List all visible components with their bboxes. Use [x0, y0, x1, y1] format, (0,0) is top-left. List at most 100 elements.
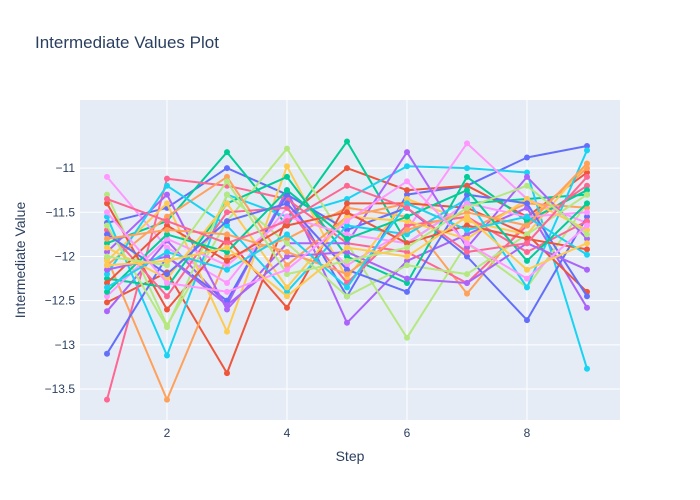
- data-point: [284, 271, 290, 278]
- x-tick-label: 6: [404, 426, 411, 440]
- data-point: [224, 209, 230, 216]
- data-point: [524, 222, 530, 229]
- data-point: [284, 266, 290, 273]
- data-point: [104, 231, 110, 238]
- data-point: [464, 204, 470, 211]
- data-point: [464, 187, 470, 194]
- data-point: [464, 209, 470, 216]
- data-point: [164, 279, 170, 286]
- data-point: [224, 231, 230, 238]
- data-point: [164, 244, 170, 251]
- data-point: [224, 266, 230, 273]
- data-point: [344, 244, 350, 251]
- data-point: [404, 240, 410, 247]
- data-point: [164, 396, 170, 403]
- data-point: [584, 142, 590, 149]
- data-point: [464, 173, 470, 180]
- data-point: [224, 288, 230, 295]
- series-27: [104, 178, 590, 278]
- data-point: [404, 149, 410, 156]
- series-28: [104, 178, 590, 295]
- data-point: [284, 240, 290, 247]
- data-point: [404, 249, 410, 256]
- x-tick-labels: 2 4 6 8: [164, 426, 531, 440]
- data-point: [524, 169, 530, 176]
- data-point: [224, 257, 230, 264]
- data-point: [104, 284, 110, 291]
- data-point: [584, 218, 590, 225]
- data-point: [284, 249, 290, 256]
- data-point: [104, 275, 110, 282]
- data-point: [524, 154, 530, 161]
- data-point: [524, 231, 530, 238]
- data-point: [404, 262, 410, 269]
- data-point: [464, 218, 470, 225]
- data-point: [584, 266, 590, 273]
- data-point: [524, 249, 530, 256]
- data-point: [344, 196, 350, 203]
- data-point: [344, 222, 350, 229]
- data-point: [404, 257, 410, 264]
- series-25: [104, 200, 590, 291]
- data-point: [224, 149, 230, 156]
- data-point: [224, 249, 230, 256]
- data-point: [224, 200, 230, 207]
- data-point: [584, 246, 590, 253]
- data-point: [224, 191, 230, 198]
- data-point: [464, 249, 470, 256]
- data-point: [404, 275, 410, 282]
- series-12: [104, 173, 590, 291]
- series-22: [104, 187, 590, 295]
- data-point: [164, 226, 170, 233]
- data-point: [464, 231, 470, 238]
- data-point: [344, 249, 350, 256]
- data-point: [524, 196, 530, 203]
- data-point: [584, 293, 590, 300]
- data-point: [404, 222, 410, 229]
- series-15: [104, 147, 590, 295]
- data-point: [584, 187, 590, 194]
- data-point: [584, 226, 590, 233]
- data-point: [104, 279, 110, 286]
- data-point: [524, 213, 530, 220]
- data-point: [344, 209, 350, 216]
- data-point: [284, 187, 290, 194]
- data-point: [104, 350, 110, 357]
- data-point: [104, 244, 110, 251]
- data-point: [404, 231, 410, 238]
- data-point: [344, 319, 350, 326]
- data-point: [404, 218, 410, 225]
- data-point: [284, 200, 290, 207]
- data-point: [164, 253, 170, 260]
- data-point: [584, 173, 590, 180]
- data-point: [464, 200, 470, 207]
- data-point: [104, 257, 110, 264]
- data-point: [224, 302, 230, 309]
- y-tick-label: −13: [55, 338, 76, 352]
- data-point: [104, 253, 110, 260]
- data-point: [164, 191, 170, 198]
- data-point: [104, 396, 110, 403]
- data-point: [524, 275, 530, 282]
- data-point: [164, 306, 170, 313]
- data-point: [404, 178, 410, 185]
- data-point: [224, 178, 230, 185]
- data-point: [404, 279, 410, 286]
- data-point: [224, 328, 230, 335]
- data-point: [524, 317, 530, 324]
- data-point: [584, 182, 590, 189]
- data-point: [344, 284, 350, 291]
- data-point: [404, 163, 410, 170]
- data-point: [224, 222, 230, 229]
- data-point: [164, 231, 170, 238]
- data-point: [284, 253, 290, 260]
- data-point: [404, 191, 410, 198]
- x-tick-label: 4: [284, 426, 291, 440]
- data-point: [344, 231, 350, 238]
- data-point: [344, 271, 350, 278]
- chart-title: Intermediate Values Plot: [35, 33, 219, 52]
- y-tick-label: −11.5: [46, 205, 76, 219]
- data-point: [284, 235, 290, 242]
